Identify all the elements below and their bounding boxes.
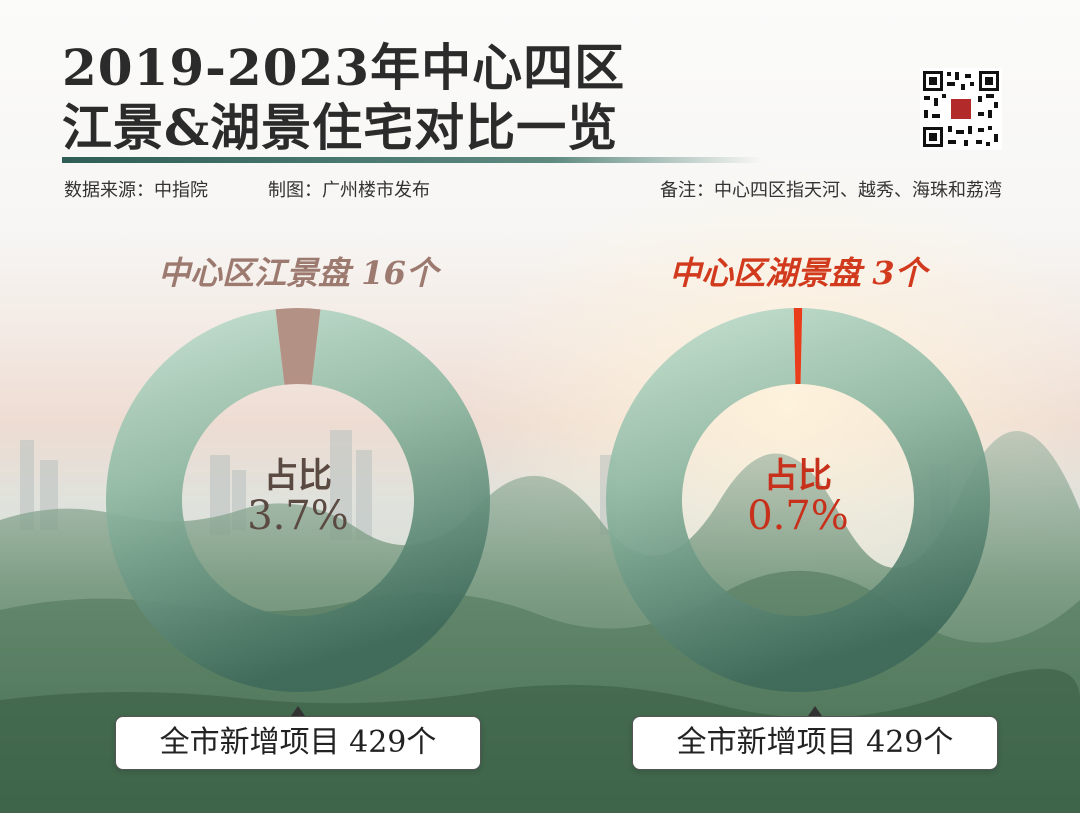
river-ratio-value: 3.7% [247,492,349,539]
river-view-title: 中心区江景盘 16个 [158,254,438,292]
page-title-line2: 江景&湖景住宅对比一览 [62,98,619,157]
lake-ratio-label: 占比 [764,456,832,496]
river-remaining-slice [106,309,491,692]
lake-ratio-value: 0.7% [747,492,849,539]
river-total-bubble: 全市新增项目 429个 [115,716,481,770]
river-highlight-slice [275,308,321,385]
river-center-label: 占比 3.7% [198,458,398,538]
river-ratio-label: 占比 [264,456,332,496]
lake-total-pointer [808,706,822,716]
lake-center-label: 占比 0.7% [698,458,898,538]
lake-view-donut [606,308,990,692]
river-total-pointer [291,706,305,716]
qr-code-icon [920,68,1002,150]
footnote: 备注：中心四区指天河、越秀、海珠和荔湾 [660,180,1002,201]
page-title-line1: 2019-2023年中心四区 [62,38,626,97]
data-source: 数据来源：中指院 [64,180,208,201]
chart-credit: 制图：广州楼市发布 [268,180,430,201]
lake-total-bubble: 全市新增项目 429个 [632,716,998,770]
lake-view-title: 中心区湖景盘 3个 [669,254,927,292]
river-view-donut [106,308,491,692]
lake-remaining-slice [606,308,990,692]
lake-highlight-slice [793,308,803,385]
title-divider [62,157,762,163]
